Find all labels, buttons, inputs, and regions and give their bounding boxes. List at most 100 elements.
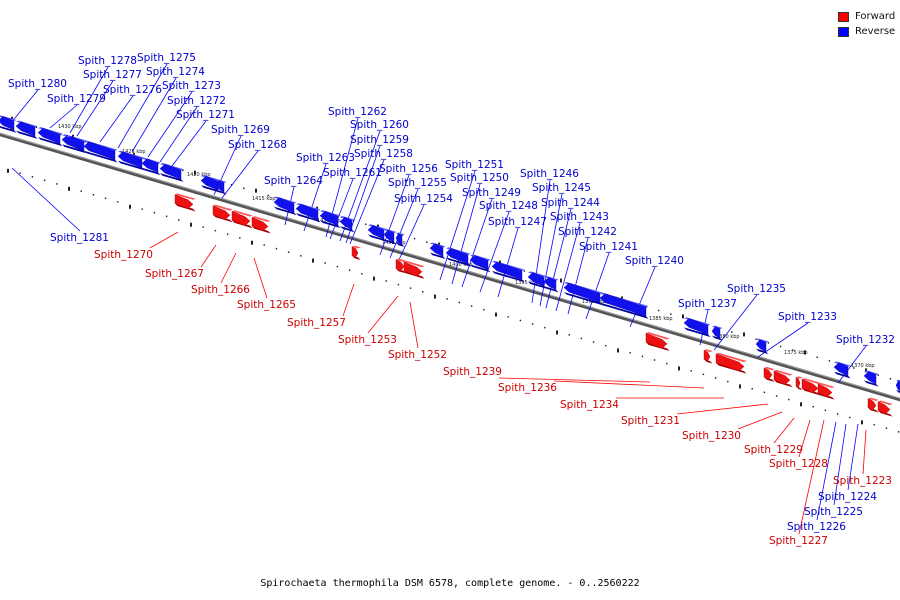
- reverse-gene-block: [65, 135, 87, 154]
- gene-label-spith-1260: Spith_1260: [350, 119, 409, 131]
- reverse-gene-block: [37, 127, 63, 147]
- gene-label-spith-1279: Spith_1279: [47, 93, 106, 105]
- gene-leader-line: [221, 150, 259, 199]
- gene-label-spith-1271: Spith_1271: [176, 109, 235, 121]
- gene-leader-line: [555, 222, 581, 312]
- gene-label-spith-1258: Spith_1258: [354, 148, 413, 160]
- gene-leader-line: [585, 252, 610, 320]
- gene-leader-line: [713, 294, 758, 351]
- gene-label-spith-1273: Spith_1273: [162, 80, 221, 92]
- gene-leader-line: [439, 170, 476, 281]
- gene-leader-line: [737, 411, 783, 430]
- gene-leader-line: [69, 66, 109, 134]
- forward-gene-block: [645, 332, 670, 352]
- gene-blocks: [0, 115, 900, 417]
- gene-label-spith-1272: Spith_1272: [167, 95, 226, 107]
- reverse-gene-block: [215, 179, 227, 195]
- reverse-gene-block: [895, 379, 900, 393]
- gene-label-spith-1241: Spith_1241: [579, 241, 638, 253]
- gene-leader-line: [553, 380, 705, 389]
- gene-leader-line: [833, 423, 847, 506]
- gene-leader-line: [397, 204, 425, 263]
- kbp-label: 1395 kbp: [515, 280, 539, 286]
- gene-leader-line: [159, 106, 198, 163]
- reverse-gene-block: [711, 325, 723, 341]
- genome-axis-highlight: [0, 132, 900, 399]
- reverse-gene-block: [429, 242, 446, 260]
- gene-label-spith-1237: Spith_1237: [678, 298, 737, 310]
- gene-label-spith-1280: Spith_1280: [8, 78, 67, 90]
- gene-leader-line: [379, 174, 410, 256]
- gene-label-spith-1239: Spith_1239: [443, 366, 502, 378]
- gene-label-spith-1250: Spith_1250: [450, 172, 509, 184]
- gene-label-spith-1256: Spith_1256: [379, 163, 438, 175]
- gene-label-spith-1270: Spith_1270: [94, 249, 153, 261]
- kbp-label: 1375 kbp: [784, 350, 808, 356]
- gene-label-spith-1236: Spith_1236: [498, 382, 557, 394]
- gene-label-spith-1265: Spith_1265: [237, 299, 296, 311]
- gene-label-spith-1230: Spith_1230: [682, 430, 741, 442]
- genome-axis: [0, 132, 900, 402]
- legend-reverse: Reverse: [838, 24, 895, 39]
- gene-label-spith-1261: Spith_1261: [323, 167, 382, 179]
- gene-leader-line: [798, 419, 825, 535]
- forward-gene-block: [715, 352, 747, 374]
- gene-label-spith-1252: Spith_1252: [388, 349, 447, 361]
- gene-leader-line: [451, 183, 481, 285]
- kbp-label: 1420 kbp: [187, 172, 211, 178]
- kbp-label: 1400 kbp: [449, 262, 473, 268]
- genome-caption: Spirochaeta thermophila DSM 6578, comple…: [260, 578, 640, 589]
- gene-label-spith-1228: Spith_1228: [769, 458, 828, 470]
- gene-label-spith-1225: Spith_1225: [804, 506, 863, 518]
- gene-label-spith-1244: Spith_1244: [541, 197, 600, 209]
- gene-leader-line: [567, 237, 589, 315]
- gene-leader-line: [461, 198, 493, 288]
- gene-label-spith-1275: Spith_1275: [137, 52, 196, 64]
- gene-label-spith-1264: Spith_1264: [264, 175, 323, 187]
- reverse-gene-block: [383, 229, 397, 245]
- gene-leader-line: [76, 80, 114, 137]
- gene-leader-line: [545, 208, 572, 309]
- gene-label-spith-1269: Spith_1269: [211, 124, 270, 136]
- forward-gene-block: [231, 210, 253, 229]
- reverse-gene-block: [141, 157, 161, 176]
- gene-leader-line: [479, 211, 510, 293]
- kbp-label: 1370 kbp: [851, 363, 875, 369]
- gene-leader-line: [497, 227, 519, 298]
- gene-label-spith-1266: Spith_1266: [191, 284, 250, 296]
- label-leader-lines: [9, 63, 867, 535]
- forward-gene-block: [212, 204, 233, 223]
- legend-forward: Forward: [838, 9, 895, 24]
- gene-leader-line: [11, 167, 81, 232]
- gene-leader-line: [389, 188, 419, 259]
- gene-label-spith-1262: Spith_1262: [328, 106, 387, 118]
- reverse-gene-block: [445, 247, 471, 267]
- gene-label-spith-1254: Spith_1254: [394, 193, 453, 205]
- forward-gene-block: [867, 397, 879, 413]
- gene-label-spith-1245: Spith_1245: [532, 182, 591, 194]
- kbp-label: 1385 kbp: [649, 316, 673, 322]
- kbp-label: 1425 kbp: [122, 149, 146, 155]
- gene-leader-line: [9, 89, 39, 125]
- gene-leader-line: [303, 163, 327, 232]
- gene-label-spith-1277: Spith_1277: [83, 69, 142, 81]
- gene-label-spith-1249: Spith_1249: [462, 187, 521, 199]
- gene-leader-line: [149, 231, 179, 249]
- reverse-gene-block: [833, 361, 851, 379]
- gene-label-spith-1232: Spith_1232: [836, 334, 895, 346]
- forward-gene-block: [703, 349, 713, 364]
- gene-label-spith-1251: Spith_1251: [445, 159, 504, 171]
- reverse-gene-block: [683, 317, 711, 338]
- gene-leader-line: [862, 429, 867, 475]
- gene-label-spith-1242: Spith_1242: [558, 226, 617, 238]
- gene-label-spith-1240: Spith_1240: [625, 255, 684, 267]
- gene-leader-line: [629, 266, 656, 328]
- legend-reverse-swatch: [838, 26, 849, 37]
- gene-leader-line: [847, 423, 859, 491]
- forward-gene-block: [403, 260, 425, 279]
- kbp-label: 1430 kbp: [58, 124, 82, 130]
- forward-gene-block: [395, 258, 407, 274]
- reverse-gene-block: [273, 196, 297, 216]
- reverse-gene-block: [339, 216, 355, 233]
